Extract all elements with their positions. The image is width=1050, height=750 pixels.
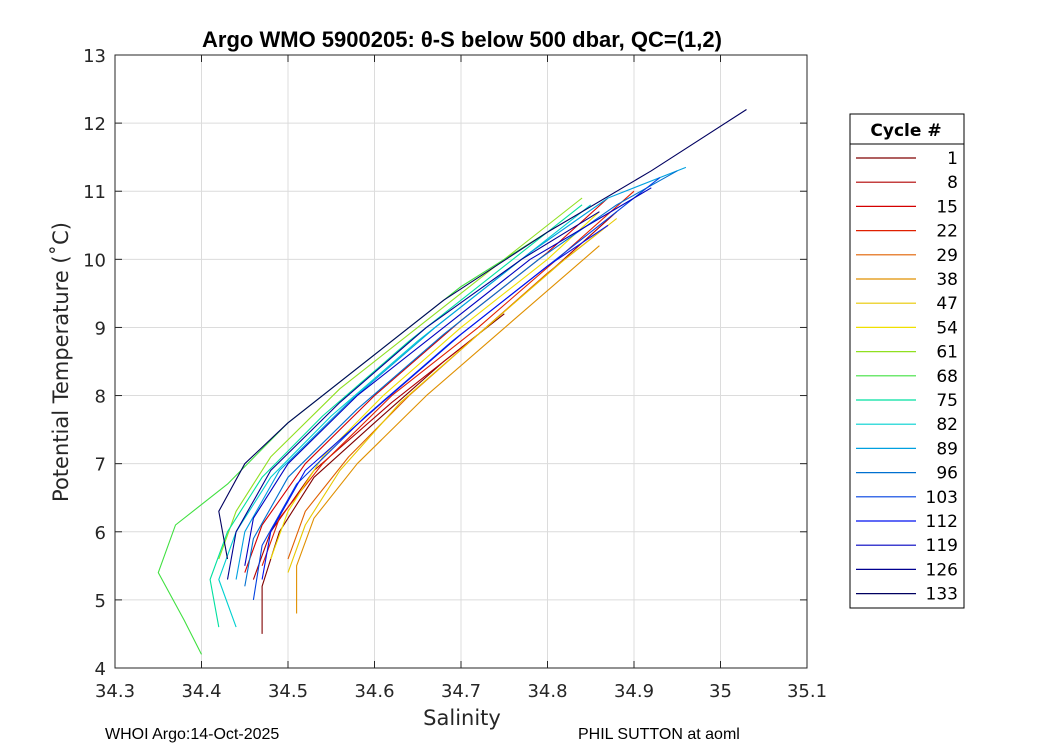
footer-left: WHOI Argo:14-Oct-2025 [105,726,280,743]
footer-right: PHIL SUTTON at aoml [578,726,740,743]
legend-label: 38 [936,270,958,290]
y-tick-label: 5 [95,591,106,612]
legend-label: 8 [947,173,958,193]
legend-label: 96 [936,464,958,484]
y-tick-label: 6 [95,523,106,544]
series-line-cycle-54 [270,211,600,560]
legend-label: 1 [947,149,958,169]
series-line-cycle-38 [296,245,600,614]
x-tick-label: 34.3 [95,681,135,702]
x-tick-label: 35 [709,681,732,702]
tick-layer: 34.3 34.4 34.5 34.6 34.7 34.8 34.9 35 35.1 4 5 6 7 8 9… [83,46,827,702]
legend: Cycle # 1 8 15 22 29 38 47 54 61 68 75 82 89 96 103 112… [849,113,965,609]
series-line-cycle-119 [244,187,652,566]
legend-label: 54 [936,318,958,338]
legend-label: 126 [926,560,958,580]
x-tick-label: 34.7 [441,681,481,702]
legend-label: 61 [936,343,958,363]
y-tick-label: 12 [83,114,106,135]
legend-items: 1 8 15 22 29 38 47 54 61 68 75 82 89 96 103 112 119 126 13… [856,149,958,605]
legend-label: 119 [926,536,958,556]
y-tick-label: 11 [83,182,106,203]
x-tick-label: 34.8 [527,681,567,702]
legend-label: 68 [936,367,958,387]
series-line-cycle-61 [218,197,583,560]
legend-label: 29 [936,246,958,266]
x-tick-label: 34.6 [354,681,394,702]
series-line-cycle-75 [209,204,583,628]
legend-title: Cycle # [870,121,941,141]
x-axis-label: Salinity [423,706,501,730]
legend-box [849,113,965,609]
series-line-cycle-133 [218,109,747,560]
chart-title: Argo WMO 5900205: θ-S below 500 dbar, QC… [202,27,722,52]
legend-label: 112 [926,512,958,532]
legend-label: 15 [936,197,958,217]
legend-label: 47 [936,294,958,314]
x-tick-label: 34.5 [268,681,308,702]
legend-label: 22 [936,222,958,242]
series-line-cycle-96 [244,170,678,587]
series-line-cycle-47 [287,218,618,573]
series-line-cycle-15 [244,197,609,573]
y-tick-label: 10 [83,250,106,271]
legend-label: 75 [936,391,958,411]
series-line-cycle-126 [226,211,600,580]
y-tick-label: 8 [95,387,106,408]
legend-label: 82 [936,415,958,435]
x-tick-label: 35.1 [787,681,827,702]
legend-label: 133 [926,585,958,605]
series-layer [157,109,747,655]
legend-label: 89 [936,439,958,459]
series-line-cycle-112 [261,224,609,580]
legend-label: 103 [926,488,958,508]
y-tick-label: 9 [95,318,106,339]
x-tick-label: 34.9 [614,681,654,702]
x-tick-label: 34.4 [181,681,221,702]
y-tick-label: 4 [95,659,106,680]
y-tick-label: 7 [95,455,106,476]
series-line-cycle-89 [235,166,687,580]
y-tick-label: 13 [83,46,106,67]
y-axis-label: Potential Temperature (˚C) [49,222,73,502]
